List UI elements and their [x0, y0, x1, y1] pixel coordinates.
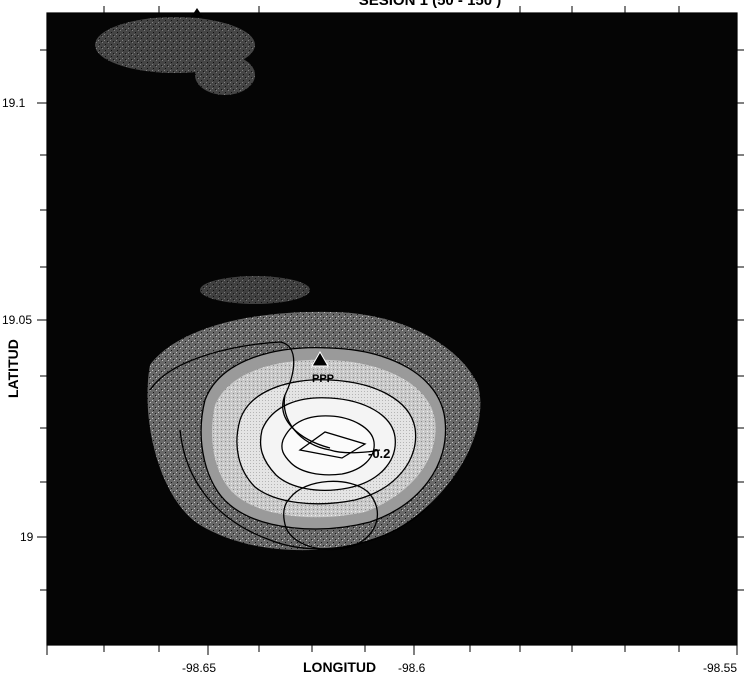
x-ticks	[46, 645, 738, 655]
y-axis-title: LATITUD	[5, 339, 21, 398]
y-ticks	[37, 49, 47, 591]
y-ticks-right	[737, 49, 744, 591]
noise-patch-top	[95, 17, 255, 95]
plot-frame	[46, 12, 738, 646]
y-tick-label: 19.05	[2, 313, 32, 327]
station-marker	[311, 350, 329, 367]
station-label: PPP	[312, 373, 334, 385]
x-tick-label: -98.6	[398, 661, 426, 675]
contour-label: -0.2	[368, 446, 390, 461]
x-tick-label: -98.65	[182, 661, 216, 675]
x-axis-title: LONGITUD	[303, 659, 376, 675]
contour-lines	[149, 341, 447, 551]
noise-patch-middle	[200, 276, 310, 304]
x-ticks-top	[103, 6, 680, 13]
x-tick-label: -98.55	[703, 661, 737, 675]
y-tick-label: 19	[20, 530, 34, 544]
map-title: SESION 1 (50 - 150 )	[358, 0, 502, 9]
y-tick-label: 19.1	[2, 96, 26, 110]
